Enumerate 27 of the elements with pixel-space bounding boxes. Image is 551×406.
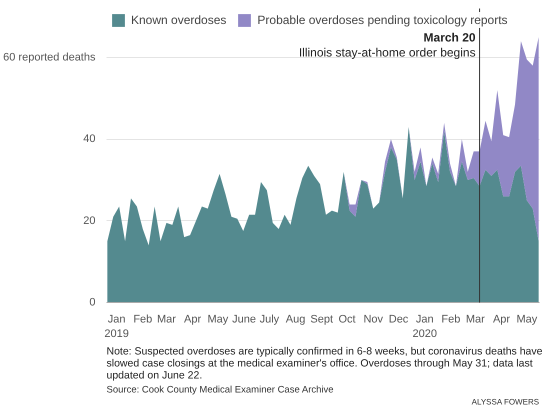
text: Note: Suspected overdoses are typically confirmed in 6-8 weeks, but coronavirus deaths have slowed case closings at the medical examiner's office. Overdoses through May 31; data last updated on June 22. — [106, 346, 543, 382]
x-tick-label: Jan 2019 — [104, 314, 129, 340]
x-tick-label: Mar — [466, 314, 486, 326]
x-tick-label: Nov — [363, 314, 384, 326]
x-tick-label: Mar — [156, 314, 176, 326]
y-tick-label: 20 — [83, 214, 96, 227]
x-tick-label: Jan 2020 — [412, 314, 437, 340]
x-tick-label: Sept — [310, 314, 334, 326]
legend-label: Probable overdoses pending toxicology reports — [257, 13, 508, 27]
source-note: Source: Cook County Medical Examiner Case Archive — [106, 384, 334, 396]
text: ALYSSA FOWERS — [472, 398, 540, 406]
x-tick-label: July — [260, 314, 280, 326]
x-tick-label: Apr — [184, 314, 202, 326]
x-tick-label: Feb — [441, 314, 460, 326]
y-tick-label: 60 reported deaths — [3, 52, 96, 64]
x-tick-label: May — [516, 314, 538, 326]
x-tick-label: May — [208, 314, 229, 326]
ref-line-label: March 20 Illinois stay-at-home order begins — [298, 30, 476, 60]
x-tick-label: Feb — [133, 314, 152, 326]
x-tick-label: Oct — [338, 314, 356, 326]
y-tick-label: 40 — [83, 133, 96, 146]
x-tick-label: June — [232, 314, 256, 326]
legend-label: Known overdoses — [131, 13, 226, 27]
y-tick-label: 0 — [89, 296, 96, 308]
x-tick-label: Dec — [388, 314, 409, 326]
x-tick-label: Aug — [286, 314, 306, 326]
x-tick-label: Apr — [492, 314, 510, 326]
